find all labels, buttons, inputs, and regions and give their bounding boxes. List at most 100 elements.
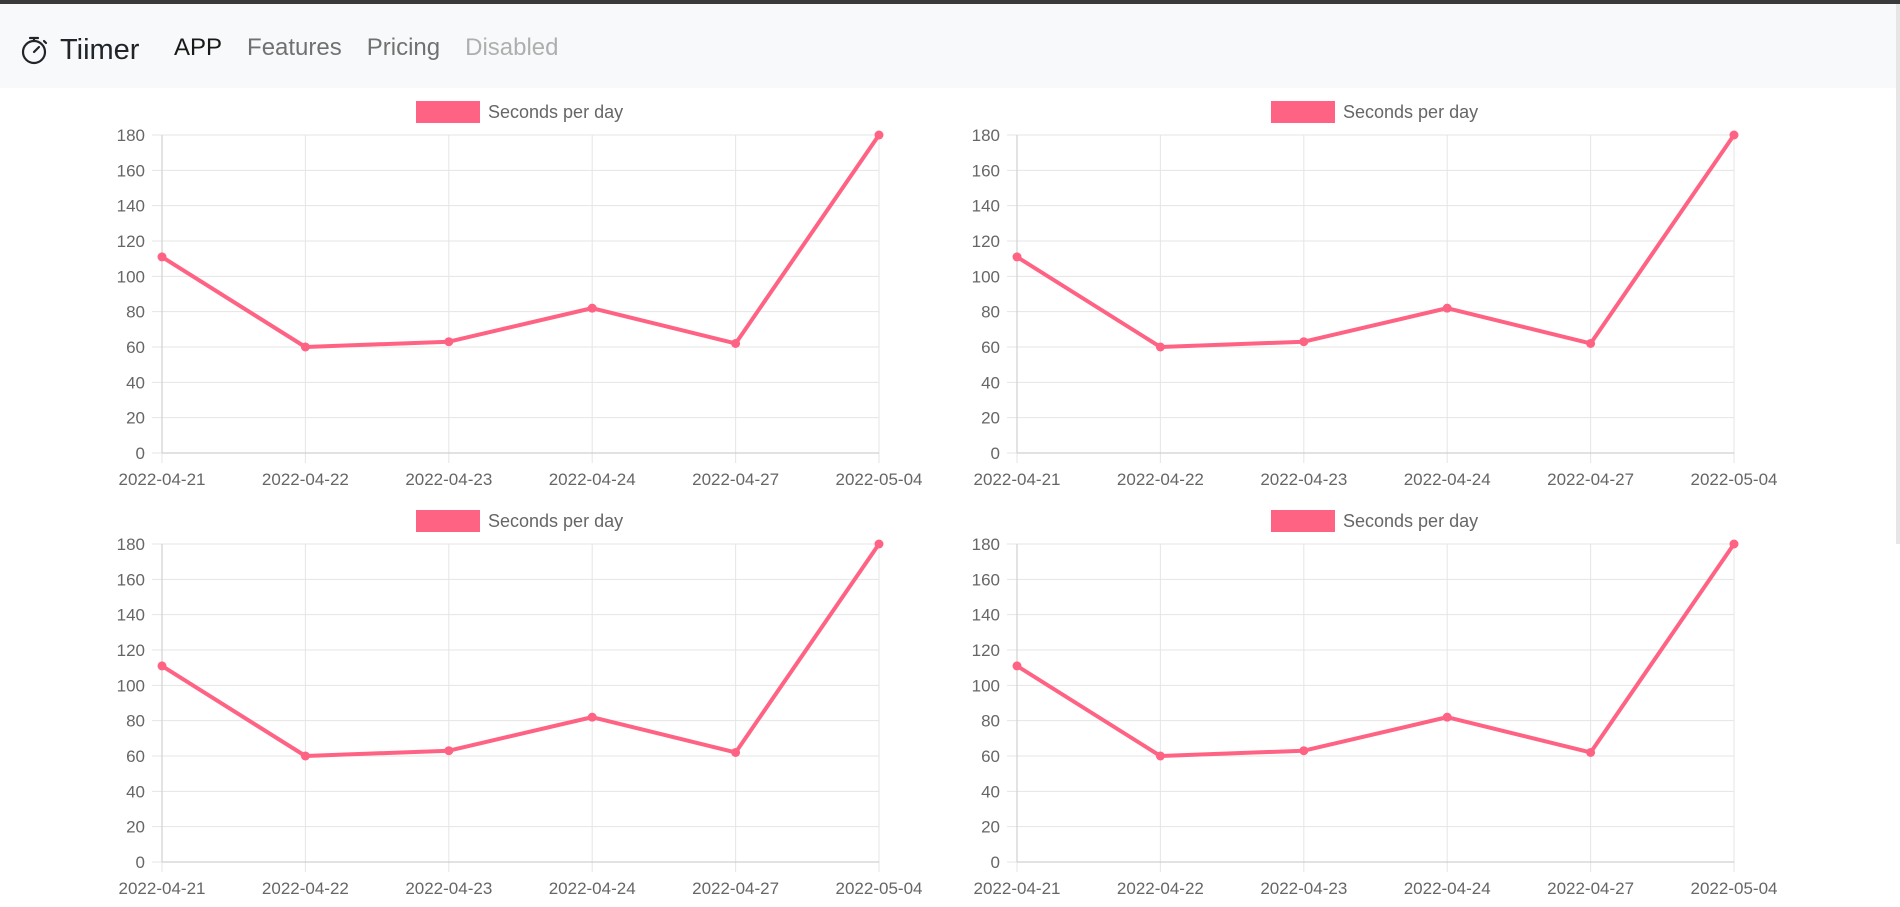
series-line — [160, 133, 881, 349]
data-point — [1442, 303, 1452, 313]
legend: Seconds per day — [416, 510, 623, 532]
legend-label: Seconds per day — [488, 102, 623, 122]
x-tick-label: 2022-04-23 — [1260, 879, 1347, 898]
y-tick-label: 140 — [972, 606, 1000, 625]
window-top-border — [0, 0, 1900, 4]
data-point — [587, 712, 597, 722]
data-point — [1299, 337, 1309, 347]
data-point — [1012, 252, 1022, 262]
y-tick-label: 100 — [117, 676, 145, 695]
chart-svg: Seconds per day 0 20 40 60 80 100 120 140 160 180 2… — [117, 101, 923, 489]
y-tick-label: 160 — [972, 161, 1000, 180]
x-tick-label: 2022-05-04 — [836, 470, 923, 489]
y-tick-label: 40 — [981, 373, 1000, 392]
brand-link[interactable]: Tiimer — [18, 30, 139, 70]
y-tick-label: 100 — [117, 267, 145, 286]
legend-swatch — [1271, 101, 1335, 123]
scrollbar[interactable] — [1896, 4, 1900, 544]
data-point — [300, 751, 310, 761]
y-tick-label: 0 — [991, 444, 1000, 463]
y-tick-label: 120 — [972, 232, 1000, 251]
series-line — [1015, 133, 1736, 349]
x-tick-label: 2022-04-23 — [405, 879, 492, 898]
x-tick-label: 2022-04-27 — [1547, 879, 1634, 898]
y-tick-label: 120 — [117, 641, 145, 660]
navbar: Tiimer APP Features Pricing Disabled — [0, 4, 1900, 88]
x-tick-label: 2022-04-24 — [1404, 470, 1491, 489]
legend: Seconds per day — [1271, 101, 1478, 123]
chart-seconds-per-day-4: Seconds per day 0 20 40 60 80 100 120 140 160 180 2… — [855, 497, 1805, 907]
x-tick-label: 2022-04-22 — [262, 470, 349, 489]
x-tick-label: 2022-04-21 — [119, 470, 206, 489]
data-point — [731, 747, 741, 757]
data-point — [157, 252, 167, 262]
y-tick-label: 60 — [981, 338, 1000, 357]
x-tick-label: 2022-04-22 — [1117, 879, 1204, 898]
y-tick-label: 0 — [991, 853, 1000, 872]
nav-link-features[interactable]: Features — [247, 34, 342, 61]
x-tick-label: 2022-04-21 — [974, 879, 1061, 898]
nav-link-disabled: Disabled — [465, 34, 559, 61]
data-point — [1586, 338, 1596, 348]
y-tick-label: 140 — [972, 197, 1000, 216]
y-tick-label: 60 — [126, 338, 145, 357]
y-tick-label: 180 — [117, 126, 145, 145]
x-tick-label: 2022-04-27 — [692, 470, 779, 489]
data-point — [1155, 751, 1165, 761]
chart-svg: Seconds per day 0 20 40 60 80 100 120 140 160 180 2… — [972, 510, 1778, 898]
legend: Seconds per day — [416, 101, 623, 123]
x-tick-label: 2022-05-04 — [1691, 879, 1778, 898]
data-point — [444, 746, 454, 756]
legend-label: Seconds per day — [1343, 102, 1478, 122]
y-tick-label: 80 — [126, 303, 145, 322]
y-tick-label: 40 — [981, 782, 1000, 801]
stopwatch-icon — [18, 34, 50, 66]
y-tick-label: 40 — [126, 373, 145, 392]
brand-name: Tiimer — [60, 33, 140, 66]
y-tick-label: 100 — [972, 267, 1000, 286]
legend-swatch — [416, 101, 480, 123]
y-tick-label: 180 — [972, 126, 1000, 145]
legend-swatch — [1271, 510, 1335, 532]
chart-svg: Seconds per day 0 20 40 60 80 100 120 140 160 180 2… — [972, 101, 1777, 489]
legend-label: Seconds per day — [1343, 511, 1478, 531]
y-tick-label: 0 — [136, 853, 145, 872]
y-tick-label: 180 — [117, 535, 145, 554]
chart-svg: Seconds per day 0 20 40 60 80 100 120 140 160 180 2… — [117, 510, 922, 898]
x-tick-label: 2022-04-27 — [1547, 470, 1634, 489]
y-tick-label: 140 — [117, 606, 145, 625]
data-point — [1729, 539, 1739, 549]
data-point — [731, 338, 741, 348]
y-tick-label: 20 — [126, 409, 145, 428]
y-tick-label: 180 — [972, 535, 1000, 554]
chart-seconds-per-day-1: Seconds per day 0 20 40 60 80 100 120 140 160 180 2… — [0, 88, 950, 498]
y-tick-label: 160 — [117, 570, 145, 589]
y-tick-label: 20 — [981, 818, 1000, 837]
data-point — [1442, 712, 1452, 722]
data-point — [587, 303, 597, 313]
y-tick-label: 160 — [972, 570, 1000, 589]
x-tick-label: 2022-04-21 — [119, 879, 206, 898]
y-tick-label: 80 — [981, 303, 1000, 322]
legend-swatch — [416, 510, 480, 532]
data-point — [1012, 661, 1022, 671]
data-point — [300, 342, 310, 352]
y-tick-label: 140 — [117, 197, 145, 216]
data-point — [444, 337, 454, 347]
nav-link-app[interactable]: APP — [174, 34, 223, 61]
x-tick-label: 2022-04-22 — [262, 879, 349, 898]
x-tick-label: 2022-04-23 — [1260, 470, 1347, 489]
y-tick-label: 20 — [981, 409, 1000, 428]
data-point — [157, 661, 167, 671]
x-tick-label: 2022-04-23 — [405, 470, 492, 489]
x-tick-label: 2022-04-21 — [974, 470, 1061, 489]
y-tick-label: 60 — [126, 747, 145, 766]
x-tick-label: 2022-04-24 — [1404, 879, 1491, 898]
nav-links: APP Features Pricing Disabled — [174, 34, 584, 62]
data-point — [874, 130, 884, 140]
y-tick-label: 80 — [126, 712, 145, 731]
y-tick-label: 120 — [117, 232, 145, 251]
y-tick-label: 100 — [972, 676, 1000, 695]
x-tick-label: 2022-04-24 — [549, 879, 636, 898]
nav-link-pricing[interactable]: Pricing — [366, 34, 441, 61]
